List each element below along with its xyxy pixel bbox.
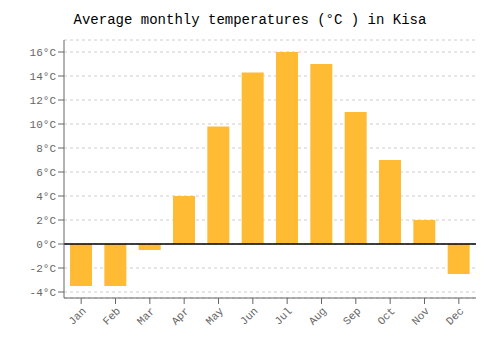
svg-text:Feb: Feb	[101, 305, 123, 327]
svg-text:Aug: Aug	[307, 305, 329, 327]
svg-text:Sep: Sep	[341, 305, 363, 327]
svg-text:6°C: 6°C	[36, 167, 56, 179]
svg-text:-4°C: -4°C	[30, 287, 57, 299]
svg-text:4°C: 4°C	[36, 191, 56, 203]
svg-text:Mar: Mar	[135, 305, 157, 327]
svg-text:May: May	[204, 305, 227, 328]
svg-text:10°C: 10°C	[30, 119, 57, 131]
svg-text:Dec: Dec	[444, 305, 466, 327]
svg-text:Jul: Jul	[272, 305, 294, 327]
svg-text:Jun: Jun	[238, 305, 260, 327]
svg-text:16°C: 16°C	[30, 47, 57, 59]
svg-text:-2°C: -2°C	[30, 263, 57, 275]
svg-text:Nov: Nov	[410, 305, 433, 328]
svg-text:8°C: 8°C	[36, 143, 56, 155]
svg-text:Jan: Jan	[66, 305, 88, 327]
svg-text:12°C: 12°C	[30, 95, 57, 107]
svg-text:14°C: 14°C	[30, 71, 57, 83]
svg-text:Apr: Apr	[169, 305, 191, 327]
html-text:Average monthly temperatures (: Average monthly temperatures (°C ) in Ki…	[73, 12, 427, 28]
svg-text:2°C: 2°C	[36, 215, 56, 227]
svg-text:Oct: Oct	[375, 305, 397, 327]
svg-text:0°C: 0°C	[36, 239, 56, 251]
